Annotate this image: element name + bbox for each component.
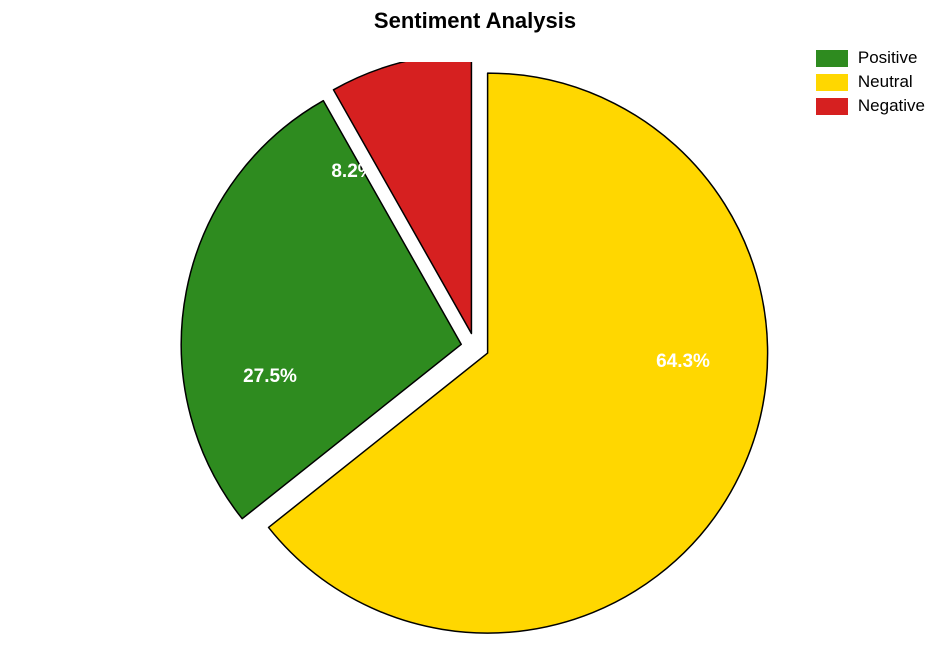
legend: Positive Neutral Negative: [816, 48, 925, 120]
legend-item-negative: Negative: [816, 96, 925, 116]
pie-slice-label-negative: 8.2%: [331, 161, 374, 182]
pie-slice-label-positive: 27.5%: [243, 366, 297, 387]
chart-title: Sentiment Analysis: [374, 8, 576, 34]
pie-chart-svg: 64.3% 27.5% 8.2%: [175, 62, 775, 637]
legend-label-positive: Positive: [858, 48, 918, 68]
legend-label-neutral: Neutral: [858, 72, 913, 92]
legend-label-negative: Negative: [858, 96, 925, 116]
legend-swatch-neutral: [816, 74, 848, 91]
legend-item-positive: Positive: [816, 48, 925, 68]
pie-slice-label-neutral: 64.3%: [656, 351, 710, 372]
chart-container: Sentiment Analysis 64.3% 27.5% 8.2% Positi…: [0, 0, 950, 662]
legend-item-neutral: Neutral: [816, 72, 925, 92]
legend-swatch-positive: [816, 50, 848, 67]
legend-swatch-negative: [816, 98, 848, 115]
